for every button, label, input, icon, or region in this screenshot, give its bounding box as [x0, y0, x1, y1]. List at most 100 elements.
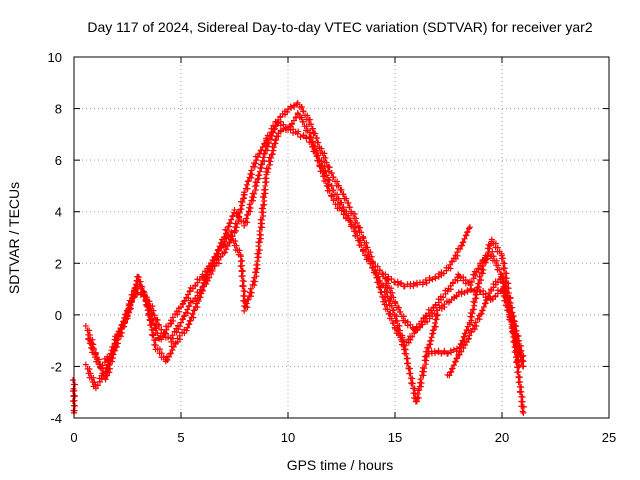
data-point-marker — [359, 247, 366, 254]
data-point-marker — [426, 341, 433, 348]
data-point-marker — [255, 172, 262, 179]
data-point-marker — [306, 129, 313, 136]
data-point-marker — [306, 134, 313, 141]
data-point-marker — [72, 381, 78, 388]
data-point-marker — [343, 195, 350, 202]
data-point-marker — [271, 126, 278, 133]
data-point-marker — [249, 197, 256, 204]
data-point-marker — [380, 294, 387, 301]
data-point-marker — [247, 293, 254, 300]
data-point-marker — [184, 291, 191, 298]
data-point-marker — [195, 298, 202, 305]
data-point-marker — [133, 277, 140, 284]
data-point-marker — [354, 232, 361, 239]
data-point-marker — [159, 333, 166, 340]
data-point-marker — [318, 145, 325, 152]
x-tick-label: 10 — [281, 430, 295, 445]
data-point-marker — [221, 238, 228, 245]
data-point-marker — [113, 343, 120, 350]
data-point-marker — [498, 255, 505, 262]
data-point-marker — [425, 345, 432, 352]
data-point-marker — [520, 358, 527, 365]
data-point-marker — [388, 315, 395, 322]
data-point-marker — [260, 150, 267, 157]
data-point-marker — [513, 347, 520, 354]
data-point-marker — [264, 147, 271, 154]
data-point-marker — [457, 246, 464, 253]
data-point-marker — [127, 301, 134, 308]
data-point-marker — [365, 256, 372, 263]
data-point-marker — [196, 277, 203, 284]
data-point-marker — [475, 265, 482, 272]
data-point-marker — [448, 365, 455, 372]
data-point-marker — [466, 224, 473, 231]
data-point-marker — [184, 306, 191, 313]
data-point-marker — [247, 285, 254, 292]
data-point-marker — [176, 323, 183, 330]
data-point-marker — [238, 273, 245, 280]
data-point-marker — [298, 104, 305, 111]
data-point-marker — [309, 143, 316, 150]
data-point-marker — [161, 330, 168, 337]
data-point-marker — [340, 211, 347, 218]
data-point-marker — [262, 175, 269, 182]
data-point-marker — [121, 320, 128, 327]
data-point-marker — [192, 283, 199, 290]
data-point-marker — [178, 319, 184, 326]
data-point-marker — [99, 362, 106, 369]
data-point-marker — [463, 339, 470, 346]
data-point-marker — [398, 279, 405, 286]
data-point-marker — [254, 250, 261, 257]
data-point-marker — [466, 225, 473, 232]
plot-frame — [73, 56, 610, 419]
data-point-marker — [429, 327, 436, 334]
data-point-marker — [198, 290, 205, 297]
data-point-marker — [223, 235, 230, 242]
data-point-marker — [185, 303, 192, 310]
data-point-marker — [203, 272, 210, 279]
data-point-marker — [185, 321, 192, 328]
data-point-marker — [453, 355, 460, 362]
data-point-marker — [106, 361, 113, 368]
data-point-marker — [417, 376, 424, 383]
y-tick-label: 2 — [55, 256, 62, 271]
data-point-marker — [441, 347, 448, 354]
data-point-marker — [488, 287, 495, 294]
data-point-marker — [254, 179, 261, 186]
data-point-marker — [244, 219, 251, 226]
data-point-marker — [435, 347, 442, 354]
data-point-marker — [460, 334, 467, 341]
data-point-marker — [233, 210, 240, 217]
data-point-marker — [70, 388, 76, 395]
data-point-marker — [475, 280, 482, 287]
data-point-marker — [465, 336, 472, 343]
data-point-marker — [466, 321, 473, 328]
data-point-marker — [497, 271, 504, 278]
data-point-marker — [415, 394, 422, 401]
data-point-marker — [254, 175, 261, 182]
data-point-marker — [86, 327, 93, 334]
data-point-marker — [169, 332, 176, 339]
data-point-marker — [237, 263, 244, 270]
data-point-marker — [489, 248, 496, 255]
data-point-marker — [496, 266, 503, 273]
data-point-marker — [431, 310, 438, 317]
data-point-marker — [91, 379, 98, 386]
data-point-marker — [432, 320, 439, 326]
data-point-marker — [390, 294, 397, 301]
data-point-marker — [500, 280, 507, 287]
x-tick-label: 20 — [495, 430, 509, 445]
data-point-marker — [267, 136, 274, 143]
data-point-marker — [384, 293, 391, 300]
data-point-marker — [270, 147, 277, 154]
data-point-marker — [445, 350, 451, 357]
data-point-marker — [351, 223, 358, 230]
data-point-marker — [452, 358, 459, 365]
data-point-marker — [427, 338, 434, 345]
data-point-marker — [127, 298, 134, 305]
data-point-marker — [189, 310, 196, 317]
data-point-marker — [252, 160, 259, 167]
data-point-marker — [395, 281, 402, 288]
data-point-marker — [388, 285, 395, 292]
data-point-marker — [158, 326, 165, 333]
